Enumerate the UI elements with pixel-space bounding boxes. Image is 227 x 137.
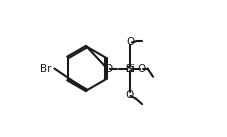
Text: Si: Si xyxy=(124,64,134,73)
Text: O: O xyxy=(124,90,133,99)
Text: Br: Br xyxy=(39,64,51,73)
Text: O: O xyxy=(104,64,112,73)
Text: O: O xyxy=(126,38,134,47)
Text: O: O xyxy=(137,64,145,73)
Text: Si: Si xyxy=(124,64,134,73)
FancyBboxPatch shape xyxy=(126,66,132,71)
